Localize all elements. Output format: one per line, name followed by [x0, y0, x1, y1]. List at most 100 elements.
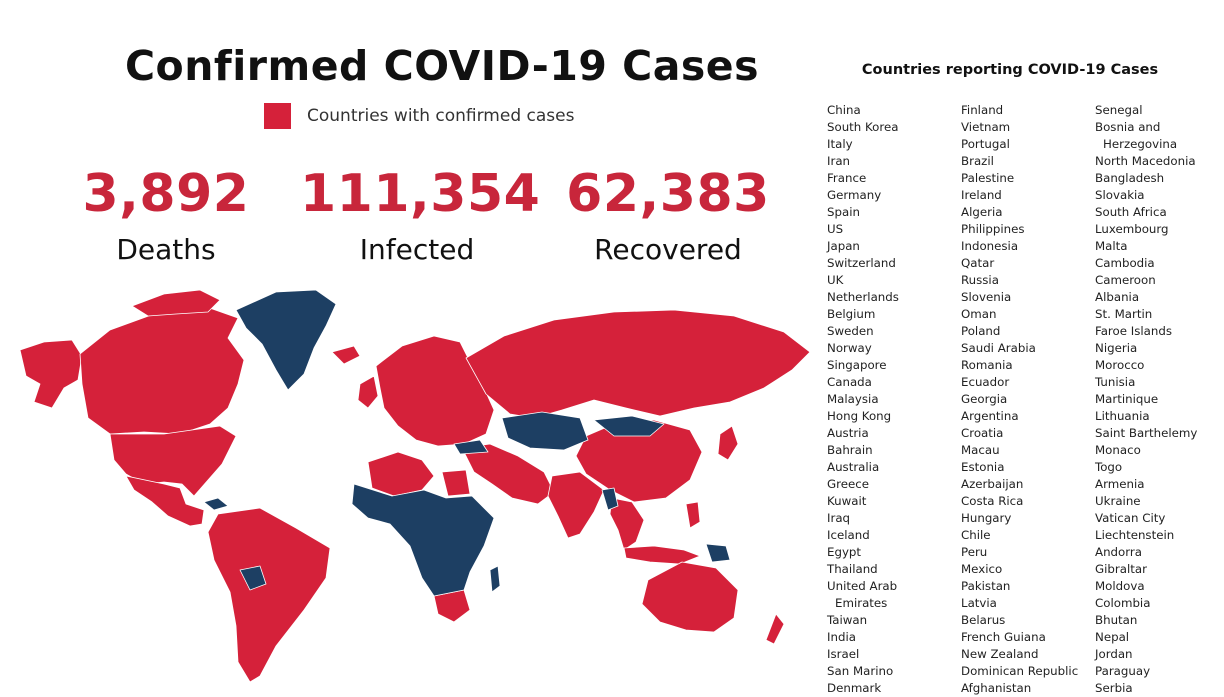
infected-count: 111,354 — [300, 164, 541, 224]
region-alaska — [19, 339, 83, 409]
infected-stat: 111,354 Infected — [300, 164, 541, 270]
country-item: Palestine — [961, 171, 1015, 185]
country-item: Albania — [1095, 290, 1140, 304]
country-item: French Guiana — [961, 630, 1046, 644]
country-item: San Marino — [827, 664, 894, 678]
region-canada — [79, 305, 245, 435]
country-item: Estonia — [961, 460, 1005, 474]
country-item: Iraq — [827, 511, 851, 525]
country-item: Martinique — [1095, 392, 1159, 406]
country-item: Austria — [827, 426, 869, 440]
country-item: Netherlands — [827, 290, 899, 304]
country-item: Emirates — [835, 596, 888, 610]
country-item: Tunisia — [1095, 375, 1136, 389]
country-item: US — [827, 222, 844, 236]
country-item: Croatia — [961, 426, 1004, 440]
country-item: Herzegovina — [1103, 137, 1178, 151]
country-item: Bosnia and — [1095, 120, 1161, 134]
country-item: Poland — [961, 324, 1001, 338]
country-item: Denmark — [827, 681, 882, 695]
region-arctic-islands — [131, 289, 221, 317]
region-japan — [717, 425, 739, 461]
deaths-label: Deaths — [116, 233, 216, 266]
country-item: Ecuador — [961, 375, 1010, 389]
page-title: Confirmed COVID-19 Cases — [124, 42, 760, 90]
country-item: Liechtenstein — [1095, 528, 1175, 542]
country-item: Senegal — [1095, 103, 1143, 117]
country-item: Nepal — [1095, 630, 1130, 644]
country-item: Bhutan — [1095, 613, 1138, 627]
country-item: Saint Barthelemy — [1095, 426, 1198, 440]
region-indonesia — [623, 545, 701, 565]
country-item: Togo — [1095, 460, 1123, 474]
country-item: Malta — [1095, 239, 1128, 253]
country-item: Mexico — [961, 562, 1003, 576]
region-south-america — [207, 507, 331, 683]
region-myanmar — [601, 487, 619, 511]
country-item: Bahrain — [827, 443, 873, 457]
country-item: Israel — [827, 647, 860, 661]
country-item: Colombia — [1095, 596, 1151, 610]
region-europe — [375, 335, 495, 447]
country-item: Hungary — [961, 511, 1012, 525]
recovered-label: Recovered — [594, 233, 742, 266]
country-item: Bangladesh — [1095, 171, 1165, 185]
country-item: St. Martin — [1095, 307, 1153, 321]
country-item: Belgium — [827, 307, 876, 321]
country-item: South Korea — [827, 120, 899, 134]
country-item: Malaysia — [827, 392, 879, 406]
region-madagascar — [489, 565, 501, 593]
region-greenland — [235, 289, 337, 391]
country-item: Philippines — [961, 222, 1025, 236]
country-item: Iceland — [827, 528, 870, 542]
country-list-column-2: Finland Vietnam Portugal Brazil Palestin… — [961, 102, 1078, 697]
country-item: Nigeria — [1095, 341, 1138, 355]
country-item: Thailand — [827, 562, 878, 576]
country-item: Vietnam — [961, 120, 1011, 134]
country-item: Andorra — [1095, 545, 1142, 559]
country-item: Singapore — [827, 358, 887, 372]
region-papua — [705, 543, 731, 563]
region-australia — [641, 561, 739, 633]
country-item: Vatican City — [1095, 511, 1166, 525]
country-item: Slovenia — [961, 290, 1012, 304]
country-item: Ireland — [961, 188, 1002, 202]
country-item: Romania — [961, 358, 1013, 372]
region-iceland — [331, 345, 361, 365]
region-india — [547, 471, 605, 539]
country-item: Moldova — [1095, 579, 1145, 593]
country-item: Costa Rica — [961, 494, 1024, 508]
deaths-count: 3,892 — [82, 164, 250, 224]
region-usa — [109, 425, 237, 497]
country-item: Azerbaijan — [961, 477, 1024, 491]
country-item: Dominican Republic — [961, 664, 1079, 678]
deaths-stat: 3,892 Deaths — [68, 164, 264, 270]
country-item: Macau — [961, 443, 1000, 457]
country-item: Algeria — [961, 205, 1003, 219]
country-item: Cameroon — [1095, 273, 1156, 287]
world-map — [19, 289, 811, 683]
country-item: UK — [827, 273, 844, 287]
country-item: India — [827, 630, 856, 644]
country-item: Russia — [961, 273, 999, 287]
region-southeast-asia — [609, 497, 645, 551]
country-item: Finland — [961, 103, 1004, 117]
country-item: Brazil — [961, 154, 994, 168]
region-turkey — [453, 439, 489, 455]
region-north-africa — [367, 451, 435, 497]
map-legend: Countries with confirmed cases — [264, 103, 574, 129]
country-item: Qatar — [961, 256, 995, 270]
region-philippines — [685, 501, 701, 529]
region-mexico — [125, 475, 205, 527]
country-item: France — [827, 171, 867, 185]
country-item: Greece — [827, 477, 869, 491]
country-item: Gibraltar — [1095, 562, 1147, 576]
country-item: Chile — [961, 528, 991, 542]
country-item: China — [827, 103, 861, 117]
country-item: Norway — [827, 341, 872, 355]
country-item: Egypt — [827, 545, 862, 559]
country-item: Japan — [827, 239, 860, 253]
region-russia — [465, 309, 811, 419]
country-item: Paraguay — [1095, 664, 1151, 678]
country-item: Kuwait — [827, 494, 867, 508]
